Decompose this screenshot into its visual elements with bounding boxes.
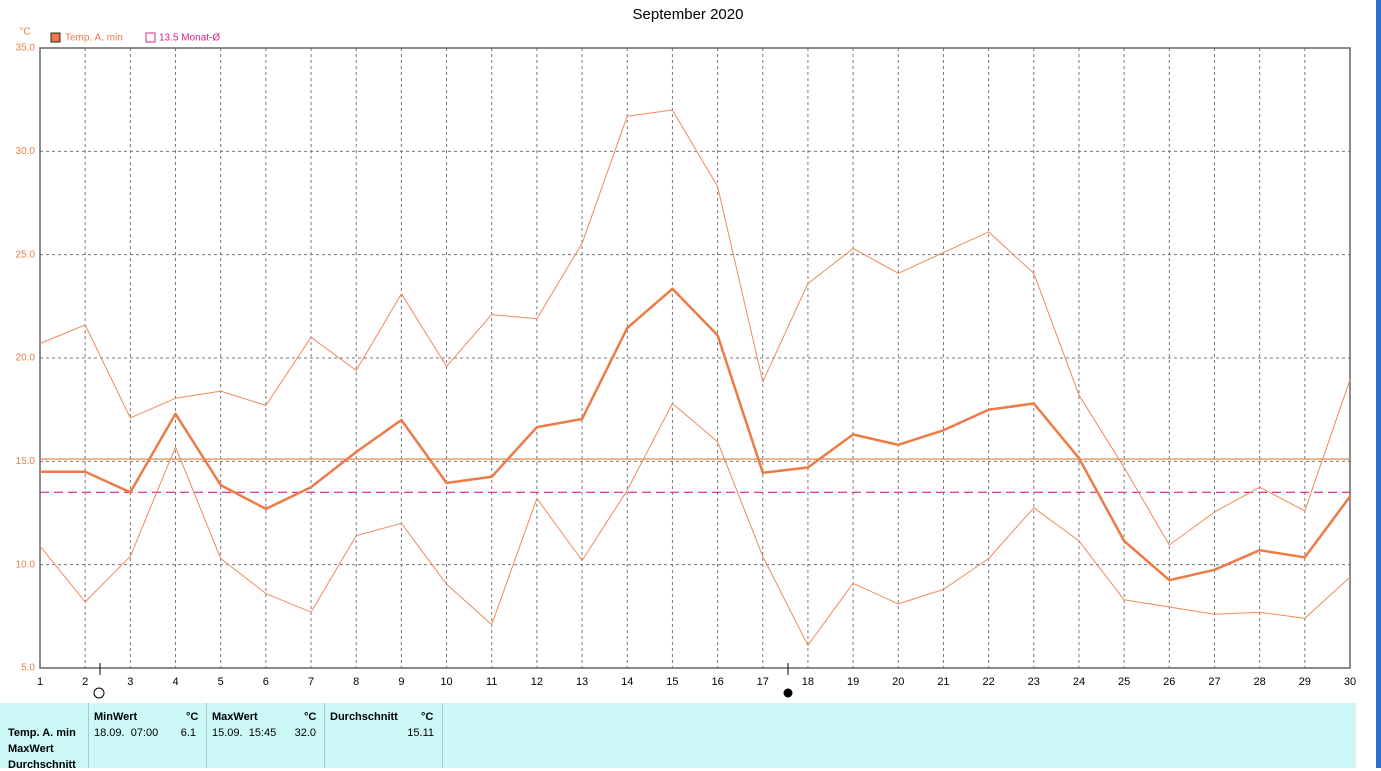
x-tick-label: 24	[1073, 676, 1085, 688]
separator	[206, 703, 207, 768]
header: Durchschnitt	[330, 711, 398, 723]
row-label: MaxWert	[8, 743, 54, 755]
y-tick-label: 35.0	[16, 43, 36, 54]
header: °C	[304, 711, 317, 723]
y-tick-label: 30.0	[16, 146, 36, 157]
header: MaxWert	[212, 711, 258, 723]
window-edge	[1356, 0, 1381, 768]
y-tick-label: 20.0	[16, 353, 36, 364]
x-tick-label: 7	[308, 676, 314, 688]
cell: 18.09. 07:00	[94, 727, 159, 739]
x-tick-label: 26	[1163, 676, 1175, 688]
x-tick-label: 11	[486, 676, 497, 688]
x-tick-label: 4	[172, 676, 178, 688]
x-tick-label: 20	[892, 676, 904, 688]
header: MinWert	[94, 711, 138, 723]
plot-frame	[39, 47, 1351, 669]
x-tick-label: 6	[263, 676, 269, 688]
x-tick-label: 1	[37, 676, 43, 688]
y-tick-label: 5.0	[21, 663, 35, 674]
y-tick-label: 10.0	[16, 559, 36, 570]
x-tick-label: 22	[982, 676, 994, 688]
x-tick-label: 30	[1344, 676, 1356, 688]
cell: 32.0	[294, 727, 316, 739]
legend-swatch	[50, 32, 61, 43]
cell: 15.11	[407, 727, 434, 739]
new-moon	[93, 687, 105, 699]
header: °C	[186, 711, 199, 723]
series-line	[40, 287, 1352, 582]
full-moon	[783, 688, 793, 698]
x-tick-label: 27	[1208, 676, 1220, 688]
y-tick-label: 25.0	[16, 249, 36, 260]
x-tick-label: 18	[802, 676, 814, 688]
x-tick-label: 10	[440, 676, 452, 688]
x-tick-label: 9	[398, 676, 404, 688]
x-tick-label: 14	[621, 676, 633, 688]
cell: 6.1	[180, 727, 196, 739]
legend-label: Temp. A. min	[65, 33, 123, 44]
x-tick-label: 16	[711, 676, 723, 688]
x-tick-label: 2	[82, 676, 88, 688]
x-tick-label: 25	[1118, 676, 1130, 688]
x-tick-label: 3	[127, 676, 133, 688]
separator	[88, 703, 89, 768]
x-tick-label: 13	[576, 676, 588, 688]
stats-table: MinWert °C MaxWert °C Durchschnitt °C Te…	[0, 703, 1356, 771]
series-line	[39, 109, 1351, 546]
cell: 15.09. 15:45	[212, 727, 277, 739]
x-tick-label: 8	[353, 676, 359, 688]
x-tick-label: 5	[218, 676, 224, 688]
y-unit: °C	[19, 27, 30, 38]
series-line	[39, 403, 1351, 646]
x-tick-label: 21	[937, 676, 949, 688]
x-tick-label: 23	[1028, 676, 1040, 688]
header: °C	[421, 711, 434, 723]
x-tick-label: 19	[847, 676, 859, 688]
y-tick-label: 15.0	[16, 456, 36, 467]
legend-label: 13.5 Monat-Ø	[159, 33, 220, 44]
legend-swatch	[145, 32, 156, 43]
x-tick-label: 12	[531, 676, 543, 688]
x-tick-label: 15	[666, 676, 678, 688]
x-tick-label: 17	[757, 676, 769, 688]
row-label: Temp. A. min	[8, 727, 76, 739]
x-tick-label: 29	[1299, 676, 1311, 688]
chart-title: September 2020	[633, 6, 744, 23]
x-tick-label: 28	[1254, 676, 1266, 688]
chart: September 2020 °C 5.0 10.0 15.0 20.0 25.0 30.…	[16, 6, 1356, 699]
separator	[324, 703, 325, 768]
separator	[442, 703, 443, 768]
row-label: Durchschnitt	[8, 759, 76, 771]
